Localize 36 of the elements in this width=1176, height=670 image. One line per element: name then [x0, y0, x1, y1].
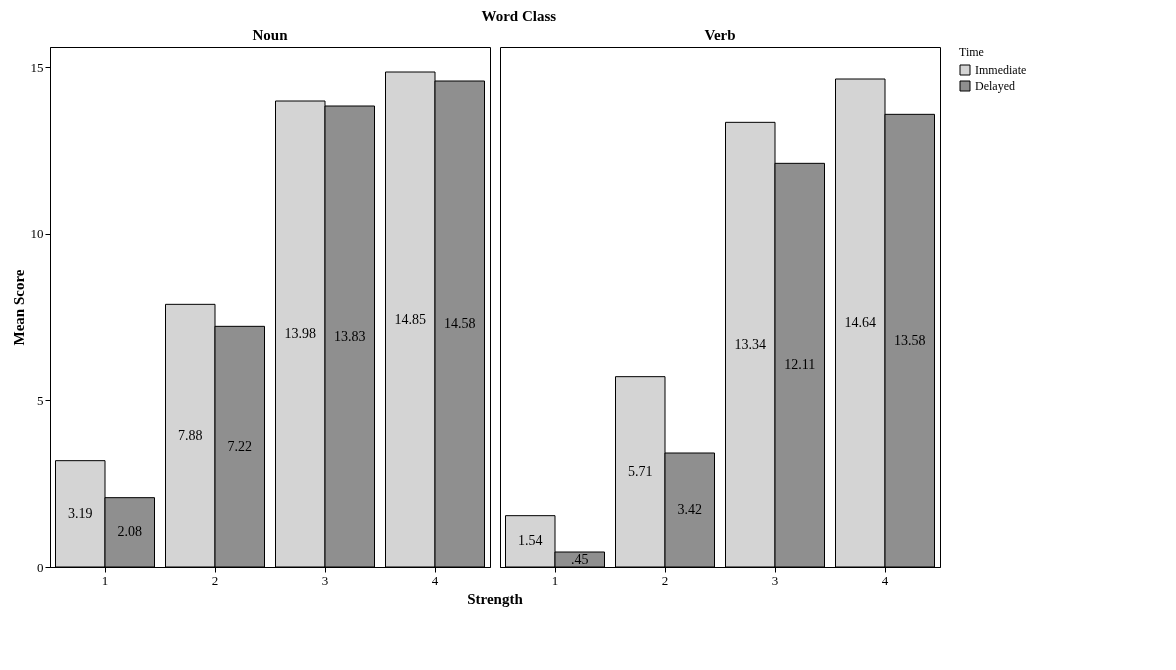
data-label: 2.08: [117, 524, 142, 540]
data-label: 14.85: [394, 311, 426, 327]
data-label: 7.22: [227, 438, 252, 454]
data-label: 3.42: [677, 502, 702, 517]
x-tick-label: 1: [101, 572, 109, 588]
legend-label: Delayed: [975, 79, 1015, 93]
x-tick-label: 2: [211, 572, 219, 588]
data-label: 13.34: [734, 336, 766, 352]
x-axis-title: Strength: [467, 591, 524, 607]
x-tick-label: 3: [321, 572, 329, 588]
chart-title: Verb: [704, 27, 736, 43]
y-tick-label: 10: [30, 226, 44, 242]
data-label: 14.64: [844, 315, 876, 330]
x-tick-label: 4: [881, 572, 889, 588]
y-axis-title: Mean Score: [10, 269, 27, 346]
legend-label: Immediate: [975, 63, 1027, 77]
data-label: 5.71: [628, 463, 653, 479]
text: Word Class: [481, 7, 557, 24]
x-tick-label: 1: [551, 572, 559, 588]
data-label: 12.11: [784, 357, 816, 373]
data-label: 13.83: [334, 328, 366, 344]
data-label: .45: [571, 551, 589, 567]
y-tick-label: 5: [37, 392, 44, 408]
legend-title: Time: [959, 45, 984, 59]
data-label: 1.54: [518, 533, 543, 549]
y-tick-label: 15: [30, 59, 44, 75]
x-tick-label: 3: [771, 572, 779, 588]
x-tick-label: 2: [661, 572, 669, 588]
chart-title: Noun: [252, 27, 289, 43]
x-tick-label: 4: [431, 572, 439, 588]
data-label: 14.58: [444, 316, 476, 331]
data-label: 3.19: [68, 505, 93, 521]
data-label: 7.88: [178, 427, 203, 443]
y-tick-label: 0: [37, 559, 44, 575]
data-label: 13.58: [894, 332, 926, 348]
data-label: 13.98: [284, 326, 316, 341]
